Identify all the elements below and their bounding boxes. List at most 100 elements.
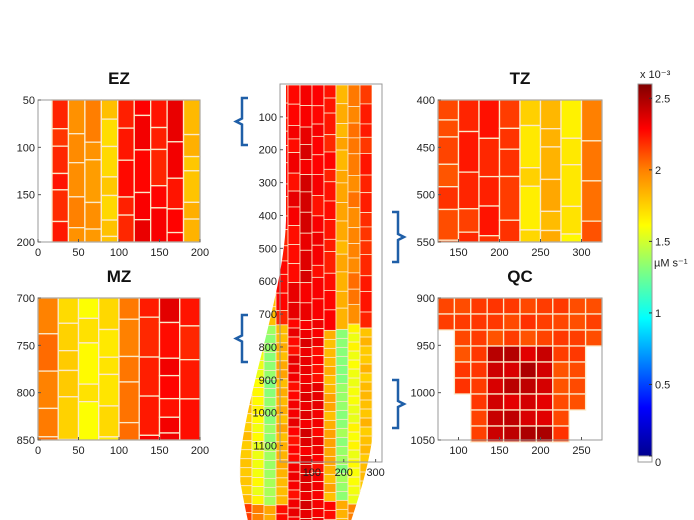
- cell: [486, 345, 505, 363]
- cell: [275, 351, 289, 362]
- bracket: [233, 96, 248, 147]
- cell: [275, 477, 289, 488]
- cell: [251, 504, 265, 515]
- x-tick-label: 200: [490, 247, 508, 259]
- cell: [335, 445, 349, 456]
- y-tick-label: 950: [417, 340, 435, 352]
- cell: [359, 103, 373, 125]
- cell: [287, 138, 301, 153]
- cell: [287, 390, 301, 401]
- panel-ez: EZ 0 50 100 150 200 50 100 150 200: [17, 69, 210, 259]
- cell: [335, 346, 349, 357]
- cell: [299, 159, 313, 175]
- cell: [335, 436, 349, 447]
- panel-title-mz: MZ: [107, 267, 132, 286]
- cell: [239, 512, 253, 520]
- cell: [133, 114, 152, 151]
- cell: [359, 240, 373, 255]
- cell: [251, 495, 265, 506]
- cell: [299, 437, 313, 447]
- zoom-brackets: [233, 96, 407, 430]
- cell: [67, 162, 86, 198]
- cell: [323, 491, 337, 502]
- bracket: [392, 210, 407, 264]
- y-tick-label: 600: [259, 276, 277, 288]
- cell: [359, 212, 373, 228]
- cell: [584, 329, 603, 347]
- cell: [133, 99, 152, 117]
- cell: [335, 382, 349, 393]
- cell: [437, 186, 460, 211]
- cell: [263, 360, 277, 371]
- cell: [457, 231, 480, 243]
- cell: [498, 127, 521, 150]
- cell: [275, 102, 289, 119]
- cell: [335, 355, 349, 366]
- cell: [57, 297, 80, 324]
- cell: [486, 329, 505, 347]
- cell: [311, 499, 325, 510]
- cell: [347, 404, 361, 415]
- cell: [335, 364, 349, 375]
- cell: [287, 507, 301, 518]
- cell: [239, 189, 253, 205]
- cell: [478, 235, 501, 243]
- cell: [299, 356, 313, 366]
- cell: [437, 136, 460, 165]
- cell: [535, 377, 554, 395]
- cell: [568, 393, 587, 411]
- cell: [359, 363, 373, 374]
- cell: [311, 355, 325, 366]
- cell: [98, 405, 120, 438]
- cell: [287, 363, 301, 374]
- cell: [57, 369, 80, 398]
- cell: [486, 361, 505, 379]
- cell: [437, 297, 456, 315]
- x-tick-label: 100: [303, 467, 321, 479]
- cell: [535, 409, 554, 427]
- cell: [347, 422, 361, 433]
- cell: [118, 421, 140, 441]
- cell: [323, 181, 337, 202]
- cell: [263, 450, 277, 461]
- cell: [275, 310, 289, 326]
- cell: [287, 471, 301, 482]
- cell: [239, 413, 253, 424]
- cell: [299, 105, 313, 128]
- cell: [299, 410, 313, 420]
- y-tick-label: 200: [259, 145, 277, 157]
- cell: [359, 408, 373, 419]
- cell: [335, 490, 349, 501]
- cell: [179, 325, 201, 361]
- cell: [287, 417, 301, 428]
- cell: [323, 200, 337, 220]
- cell: [311, 328, 325, 339]
- colorbar-tick-label: 2.5: [655, 93, 670, 105]
- cell: [478, 175, 501, 207]
- y-tick-label: 400: [417, 95, 435, 107]
- cell: [299, 500, 313, 510]
- cell: [287, 125, 301, 140]
- cell: [275, 333, 289, 344]
- cell: [535, 297, 554, 315]
- cell: [239, 253, 253, 269]
- cell: [263, 495, 277, 506]
- cell: [166, 177, 185, 210]
- cell: [275, 405, 289, 416]
- cell: [239, 449, 253, 460]
- cell: [323, 392, 337, 403]
- cell: [67, 196, 86, 229]
- axes-frame-full: [279, 83, 383, 463]
- cell: [299, 338, 313, 348]
- cell: [84, 159, 102, 204]
- cell: [275, 513, 289, 520]
- cell: [323, 290, 337, 311]
- cell: [359, 275, 373, 292]
- cell: [359, 489, 373, 500]
- cell: [470, 377, 488, 395]
- x-tick-label: 200: [191, 445, 209, 457]
- cell: [287, 244, 301, 265]
- cell: [287, 408, 301, 419]
- cell: [239, 224, 253, 239]
- cell: [535, 361, 554, 379]
